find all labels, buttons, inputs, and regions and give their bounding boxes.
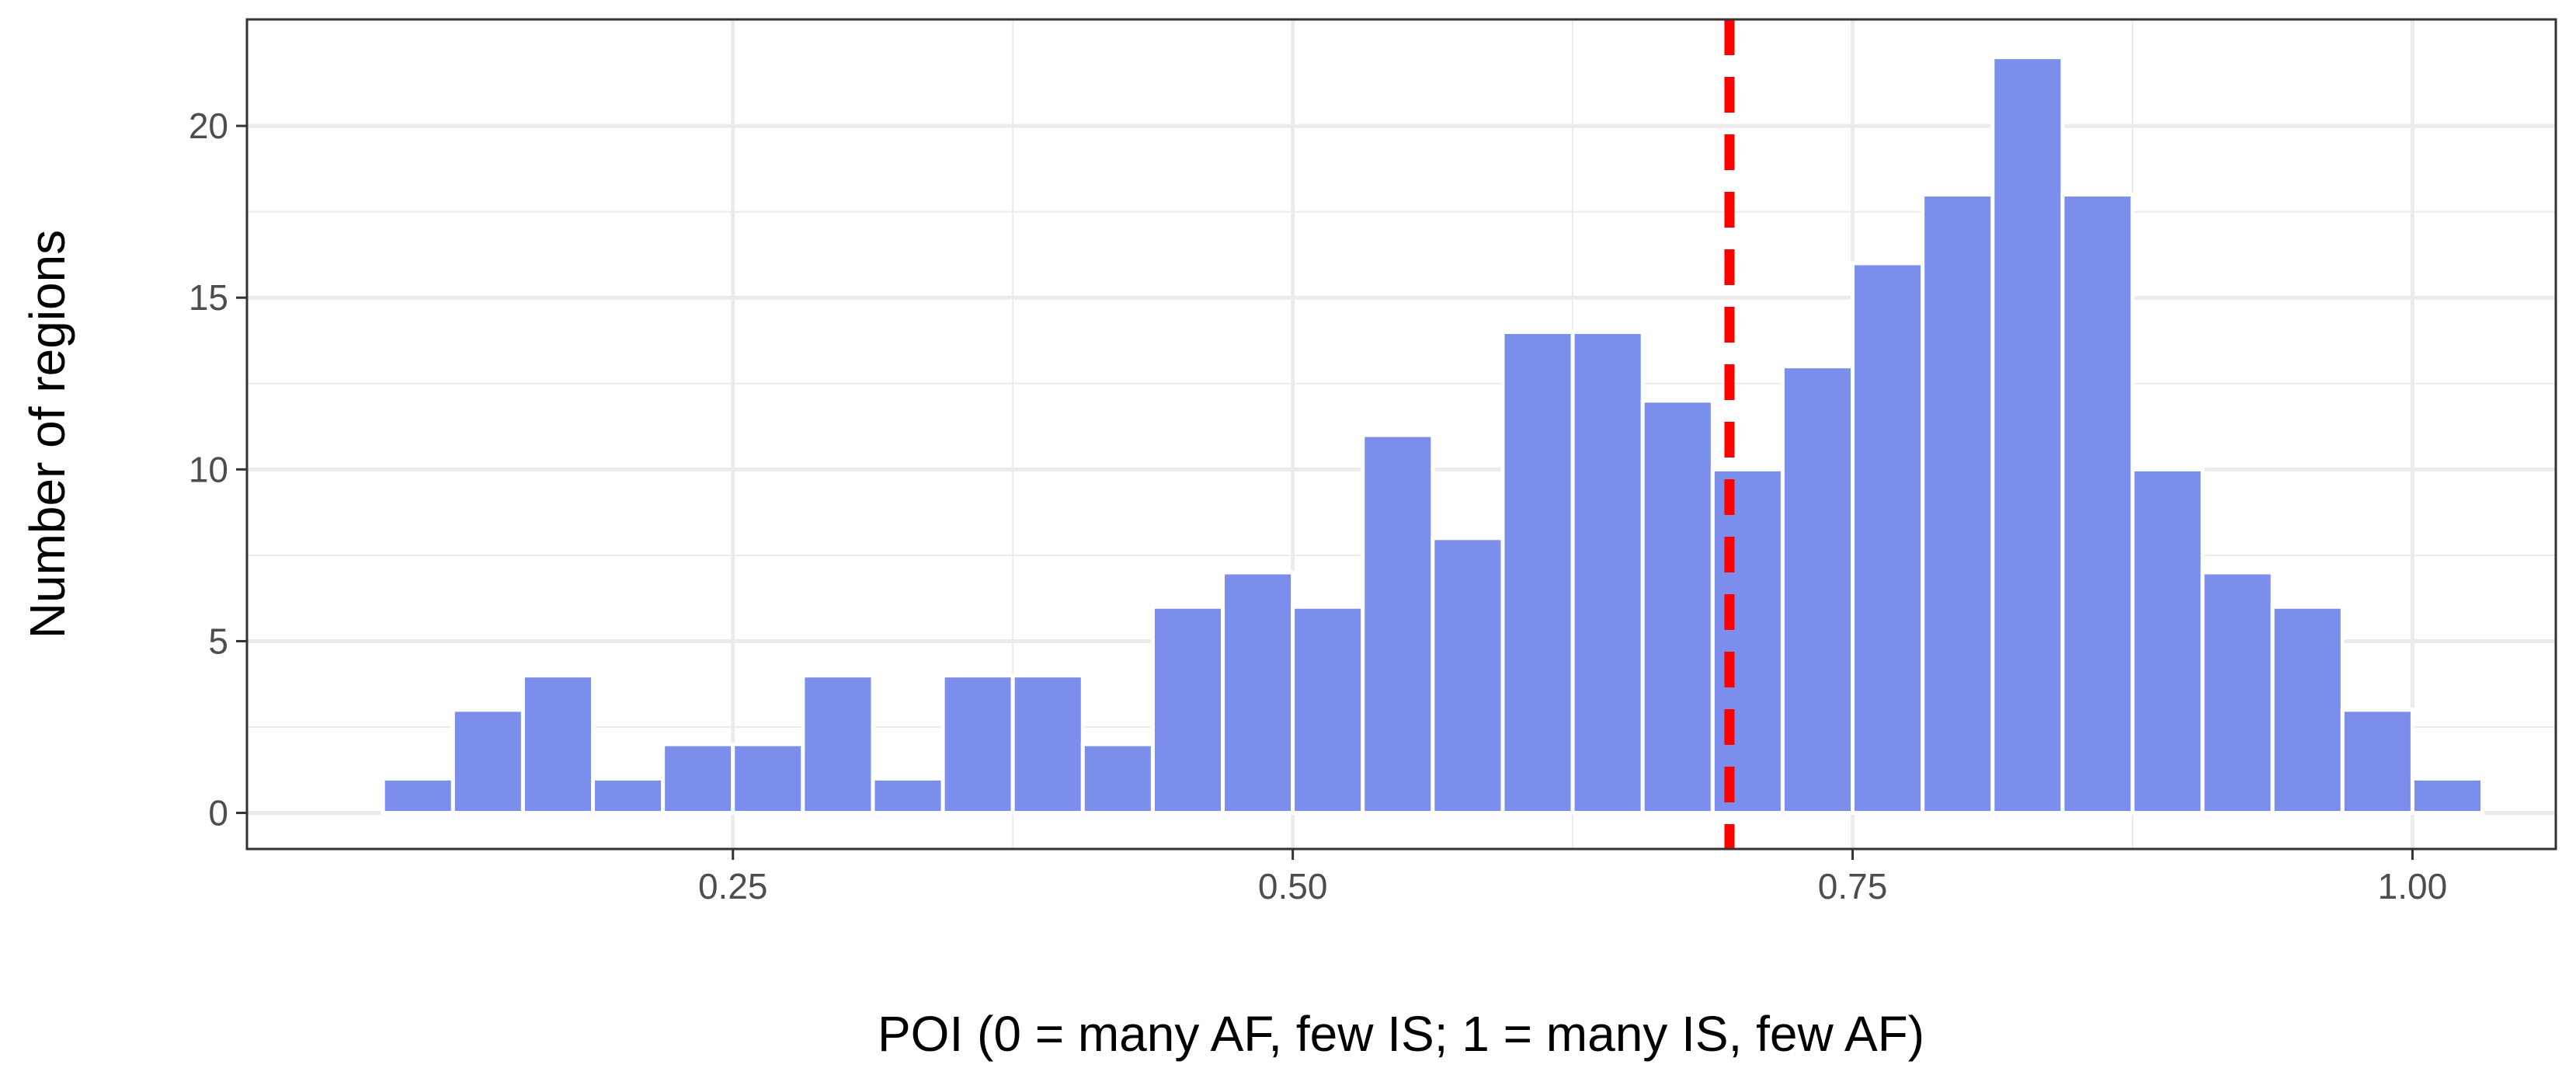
histogram-bar: [1710, 467, 1785, 816]
histogram-bar: [2060, 193, 2135, 816]
x-tick-label: 0.25: [698, 866, 768, 906]
histogram-bar: [1921, 193, 1995, 816]
histogram-bar: [2130, 467, 2205, 816]
histogram-bar: [801, 673, 875, 816]
histogram-bar: [2270, 604, 2345, 816]
histogram-bar: [2200, 570, 2275, 816]
histogram-bar: [1570, 329, 1645, 816]
y-axis-title: Number of regions: [19, 230, 75, 638]
panel-border: [245, 18, 2557, 851]
y-tick-label: 10: [189, 449, 228, 489]
histogram-bar: [520, 673, 596, 816]
x-tick-label: 0.75: [1818, 866, 1888, 906]
histogram-bar: [1851, 261, 1925, 816]
x-tick-label: 1.00: [2378, 866, 2448, 906]
x-axis-ticks: 0.25 0.50 0.75 1.00: [698, 849, 2447, 906]
histogram-bar: [871, 776, 945, 816]
histogram-bar: [1640, 398, 1715, 816]
y-tick-label: 5: [208, 621, 228, 661]
y-tick-label: 15: [189, 277, 228, 318]
x-tick-label: 0.50: [1258, 866, 1328, 906]
histogram-bar: [2340, 708, 2414, 816]
histogram-bar: [1431, 536, 1505, 816]
histogram-bar: [1361, 433, 1435, 816]
histogram-bar: [1990, 55, 2065, 816]
histogram-bar: [940, 673, 1015, 816]
histogram-bar: [1291, 604, 1365, 816]
histogram-bar: [2410, 776, 2485, 816]
y-axis-ticks: 0 5 10 15 20: [189, 106, 247, 833]
histogram-bar: [1780, 364, 1855, 816]
y-tick-label: 20: [189, 106, 228, 146]
histogram-bar: [1500, 329, 1575, 816]
histogram-bar: [1080, 742, 1155, 816]
x-axis-title: POI (0 = many AF, few IS; 1 = many IS, f…: [878, 1006, 1924, 1062]
histogram-bar: [661, 742, 735, 816]
histogram-bar: [591, 776, 666, 816]
histogram-bar: [731, 742, 805, 816]
histogram-bar: [381, 776, 455, 816]
histogram-bars: [381, 55, 2485, 816]
histogram-bar: [1010, 673, 1085, 816]
histogram-bar: [1150, 604, 1225, 816]
histogram-bar: [1221, 570, 1295, 816]
y-tick-label: 0: [208, 793, 228, 833]
histogram-bar: [450, 708, 525, 816]
